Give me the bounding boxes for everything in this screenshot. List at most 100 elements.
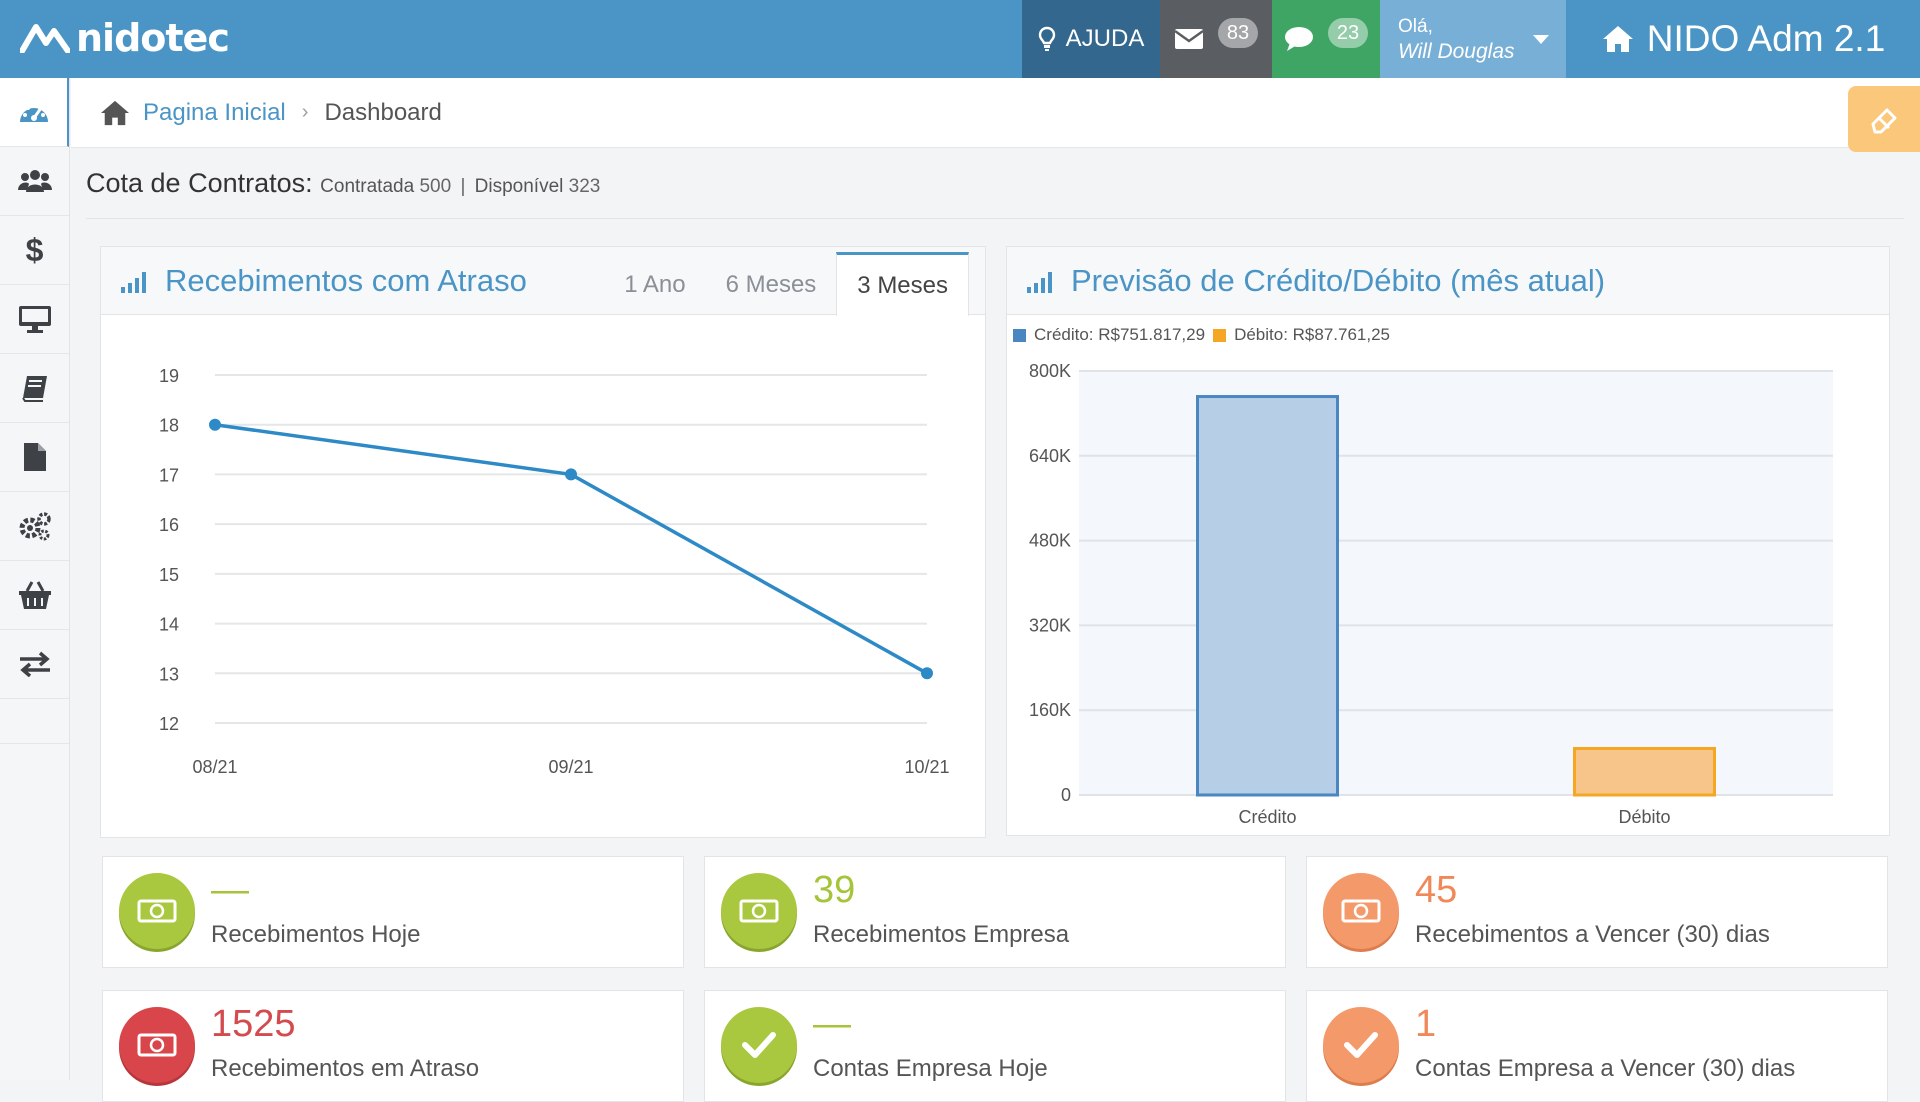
quota-title: Cota de Contratos: [86, 168, 313, 198]
breadcrumb-current: Dashboard [324, 98, 442, 126]
stat-card[interactable]: 39 Recebimentos Empresa [704, 856, 1286, 968]
tab-6-meses[interactable]: 6 Meses [725, 271, 817, 298]
stat-value: 45 [1415, 869, 1458, 911]
divider [86, 218, 1904, 219]
app-title-link[interactable]: NIDO Adm 2.1 [1566, 0, 1920, 78]
user-menu[interactable]: Olá, Will Douglas [1380, 0, 1566, 78]
legend-credit: Crédito: R$751.817,29 [1034, 325, 1206, 344]
stat-card[interactable]: 1525 Recebimentos em Atraso [102, 990, 684, 1102]
transfer-icon [19, 651, 50, 677]
top-bar: nidotec AJUDA 83 23 Olá, Will Douglas [0, 0, 1920, 78]
file-icon [23, 443, 46, 471]
banknote-glyph [739, 899, 779, 923]
panel-title: Recebimentos com Atraso [165, 263, 527, 298]
bar-signal-icon [121, 272, 146, 293]
data-point [921, 667, 933, 680]
panel-header: Recebimentos com Atraso 1 Ano 6 Meses 3 … [101, 247, 985, 316]
stat-value: 1 [1415, 1003, 1437, 1045]
user-name: Will Douglas [1398, 40, 1515, 63]
chat-bubble-icon [1285, 27, 1313, 51]
y-tick-label: 19 [159, 366, 179, 386]
sidebar-item-users[interactable] [0, 147, 69, 216]
home-icon[interactable] [99, 99, 131, 127]
stat-card[interactable]: 1 Contas Empresa a Vencer (30) dias [1306, 990, 1888, 1102]
quota-available-label: Disponível [474, 176, 564, 197]
chat-button[interactable]: 23 [1272, 0, 1380, 78]
monitor-icon [18, 306, 51, 333]
stat-label: Recebimentos Hoje [211, 921, 421, 948]
x-tick-label: 09/21 [548, 757, 593, 777]
y-tick-label: 480K [1029, 531, 1071, 551]
edit-layout-button[interactable] [1848, 86, 1920, 152]
legend-debit: Débito: R$87.761,25 [1234, 325, 1391, 344]
money-icon [721, 873, 797, 949]
sidebar-item-dashboard[interactable] [0, 78, 69, 147]
users-icon [17, 170, 52, 192]
sidebar-item-settings[interactable] [0, 492, 69, 561]
stat-label: Recebimentos em Atraso [211, 1055, 480, 1082]
check-icon [721, 1007, 797, 1083]
nidotec-logo[interactable]: nidotec [20, 12, 230, 64]
stat-value: — [813, 1003, 851, 1045]
period-tabs: 1 Ano 6 Meses 3 Meses [604, 247, 969, 316]
x-tick-label: 08/21 [192, 757, 237, 777]
tab-1-ano[interactable]: 1 Ano [624, 271, 686, 298]
banknote-glyph [1341, 899, 1381, 923]
money-icon [119, 1007, 195, 1083]
sidebar-item-transfers[interactable] [0, 630, 69, 699]
chevron-down-icon [1532, 34, 1549, 44]
help-button[interactable]: AJUDA [1022, 0, 1160, 78]
messages-count-badge: 83 [1218, 18, 1258, 48]
y-tick-label: 800K [1029, 361, 1071, 381]
y-tick-label: 16 [159, 515, 179, 535]
bar [1573, 746, 1716, 797]
x-tick-label: 10/21 [904, 757, 949, 777]
sidebar-item-documents[interactable] [0, 423, 69, 492]
quota-contracted-value: 500 [419, 176, 452, 197]
dashboard-icon [19, 103, 48, 122]
series-line [214, 422, 928, 675]
breadcrumb-home-link[interactable]: Pagina Inicial [143, 98, 286, 126]
chat-count-badge: 23 [1328, 18, 1368, 48]
banknote-glyph [137, 899, 177, 923]
y-tick-label: 13 [159, 664, 179, 684]
chart-legend: Crédito: R$751.817,29 Débito: R$87.761,2… [1013, 325, 1390, 345]
help-label: AJUDA [1065, 25, 1145, 52]
envelope-icon [1174, 29, 1204, 49]
sidebar-item-monitor[interactable] [0, 285, 69, 354]
banknote-glyph [137, 1033, 177, 1057]
sidebar-item-books[interactable] [0, 354, 69, 423]
eraser-icon [1871, 108, 1897, 134]
quota-contracted-label: Contratada [320, 176, 415, 197]
y-tick-label: 0 [1061, 785, 1071, 805]
stat-card[interactable]: — Recebimentos Hoje [102, 856, 684, 968]
lightbulb-icon [1038, 26, 1055, 51]
late-receipts-panel: Recebimentos com Atraso 1 Ano 6 Meses 3 … [100, 246, 986, 838]
messages-button[interactable]: 83 [1160, 0, 1272, 78]
sidebar: $ [0, 78, 70, 1080]
forecast-panel: Previsão de Crédito/Débito (mês atual) C… [1006, 246, 1890, 836]
y-tick-label: 15 [159, 565, 179, 585]
y-tick-label: 18 [159, 416, 179, 436]
forecast-bar-chart: 0 160K 320K 480K 640K 800K Crédito Débito [1029, 361, 1833, 827]
checkmark-glyph [742, 1032, 776, 1058]
chevron-right-icon: › [301, 101, 309, 123]
bar-signal-icon [1027, 272, 1052, 293]
stat-label: Recebimentos Empresa [813, 921, 1070, 948]
money-icon [1323, 873, 1399, 949]
book-icon [21, 376, 47, 402]
brand-name: nidotec [76, 16, 230, 60]
settings-icon [19, 512, 51, 541]
y-tick-label: 17 [159, 465, 179, 485]
data-point [209, 418, 221, 431]
y-tick-label: 320K [1029, 615, 1071, 635]
sidebar-item-shop[interactable] [0, 561, 69, 630]
sidebar-item-finance[interactable]: $ [0, 216, 69, 285]
check-icon [1323, 1007, 1399, 1083]
stat-card[interactable]: 45 Recebimentos a Vencer (30) dias [1306, 856, 1888, 968]
basket-icon [18, 581, 51, 609]
y-tick-label: 160K [1029, 700, 1071, 720]
stat-card[interactable]: — Contas Empresa Hoje [704, 990, 1286, 1102]
y-tick-label: 12 [159, 714, 179, 734]
tab-3-meses[interactable]: 3 Meses [836, 252, 969, 316]
